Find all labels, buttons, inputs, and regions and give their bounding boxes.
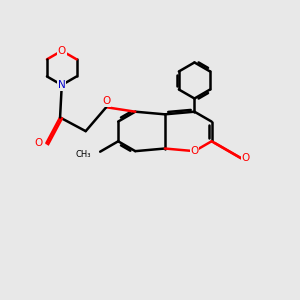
Text: O: O [35, 138, 43, 148]
Text: N: N [58, 80, 66, 90]
Text: CH₃: CH₃ [76, 150, 91, 159]
Text: O: O [242, 153, 250, 164]
Text: O: O [190, 146, 199, 156]
Text: O: O [58, 46, 66, 56]
Text: O: O [102, 96, 110, 106]
